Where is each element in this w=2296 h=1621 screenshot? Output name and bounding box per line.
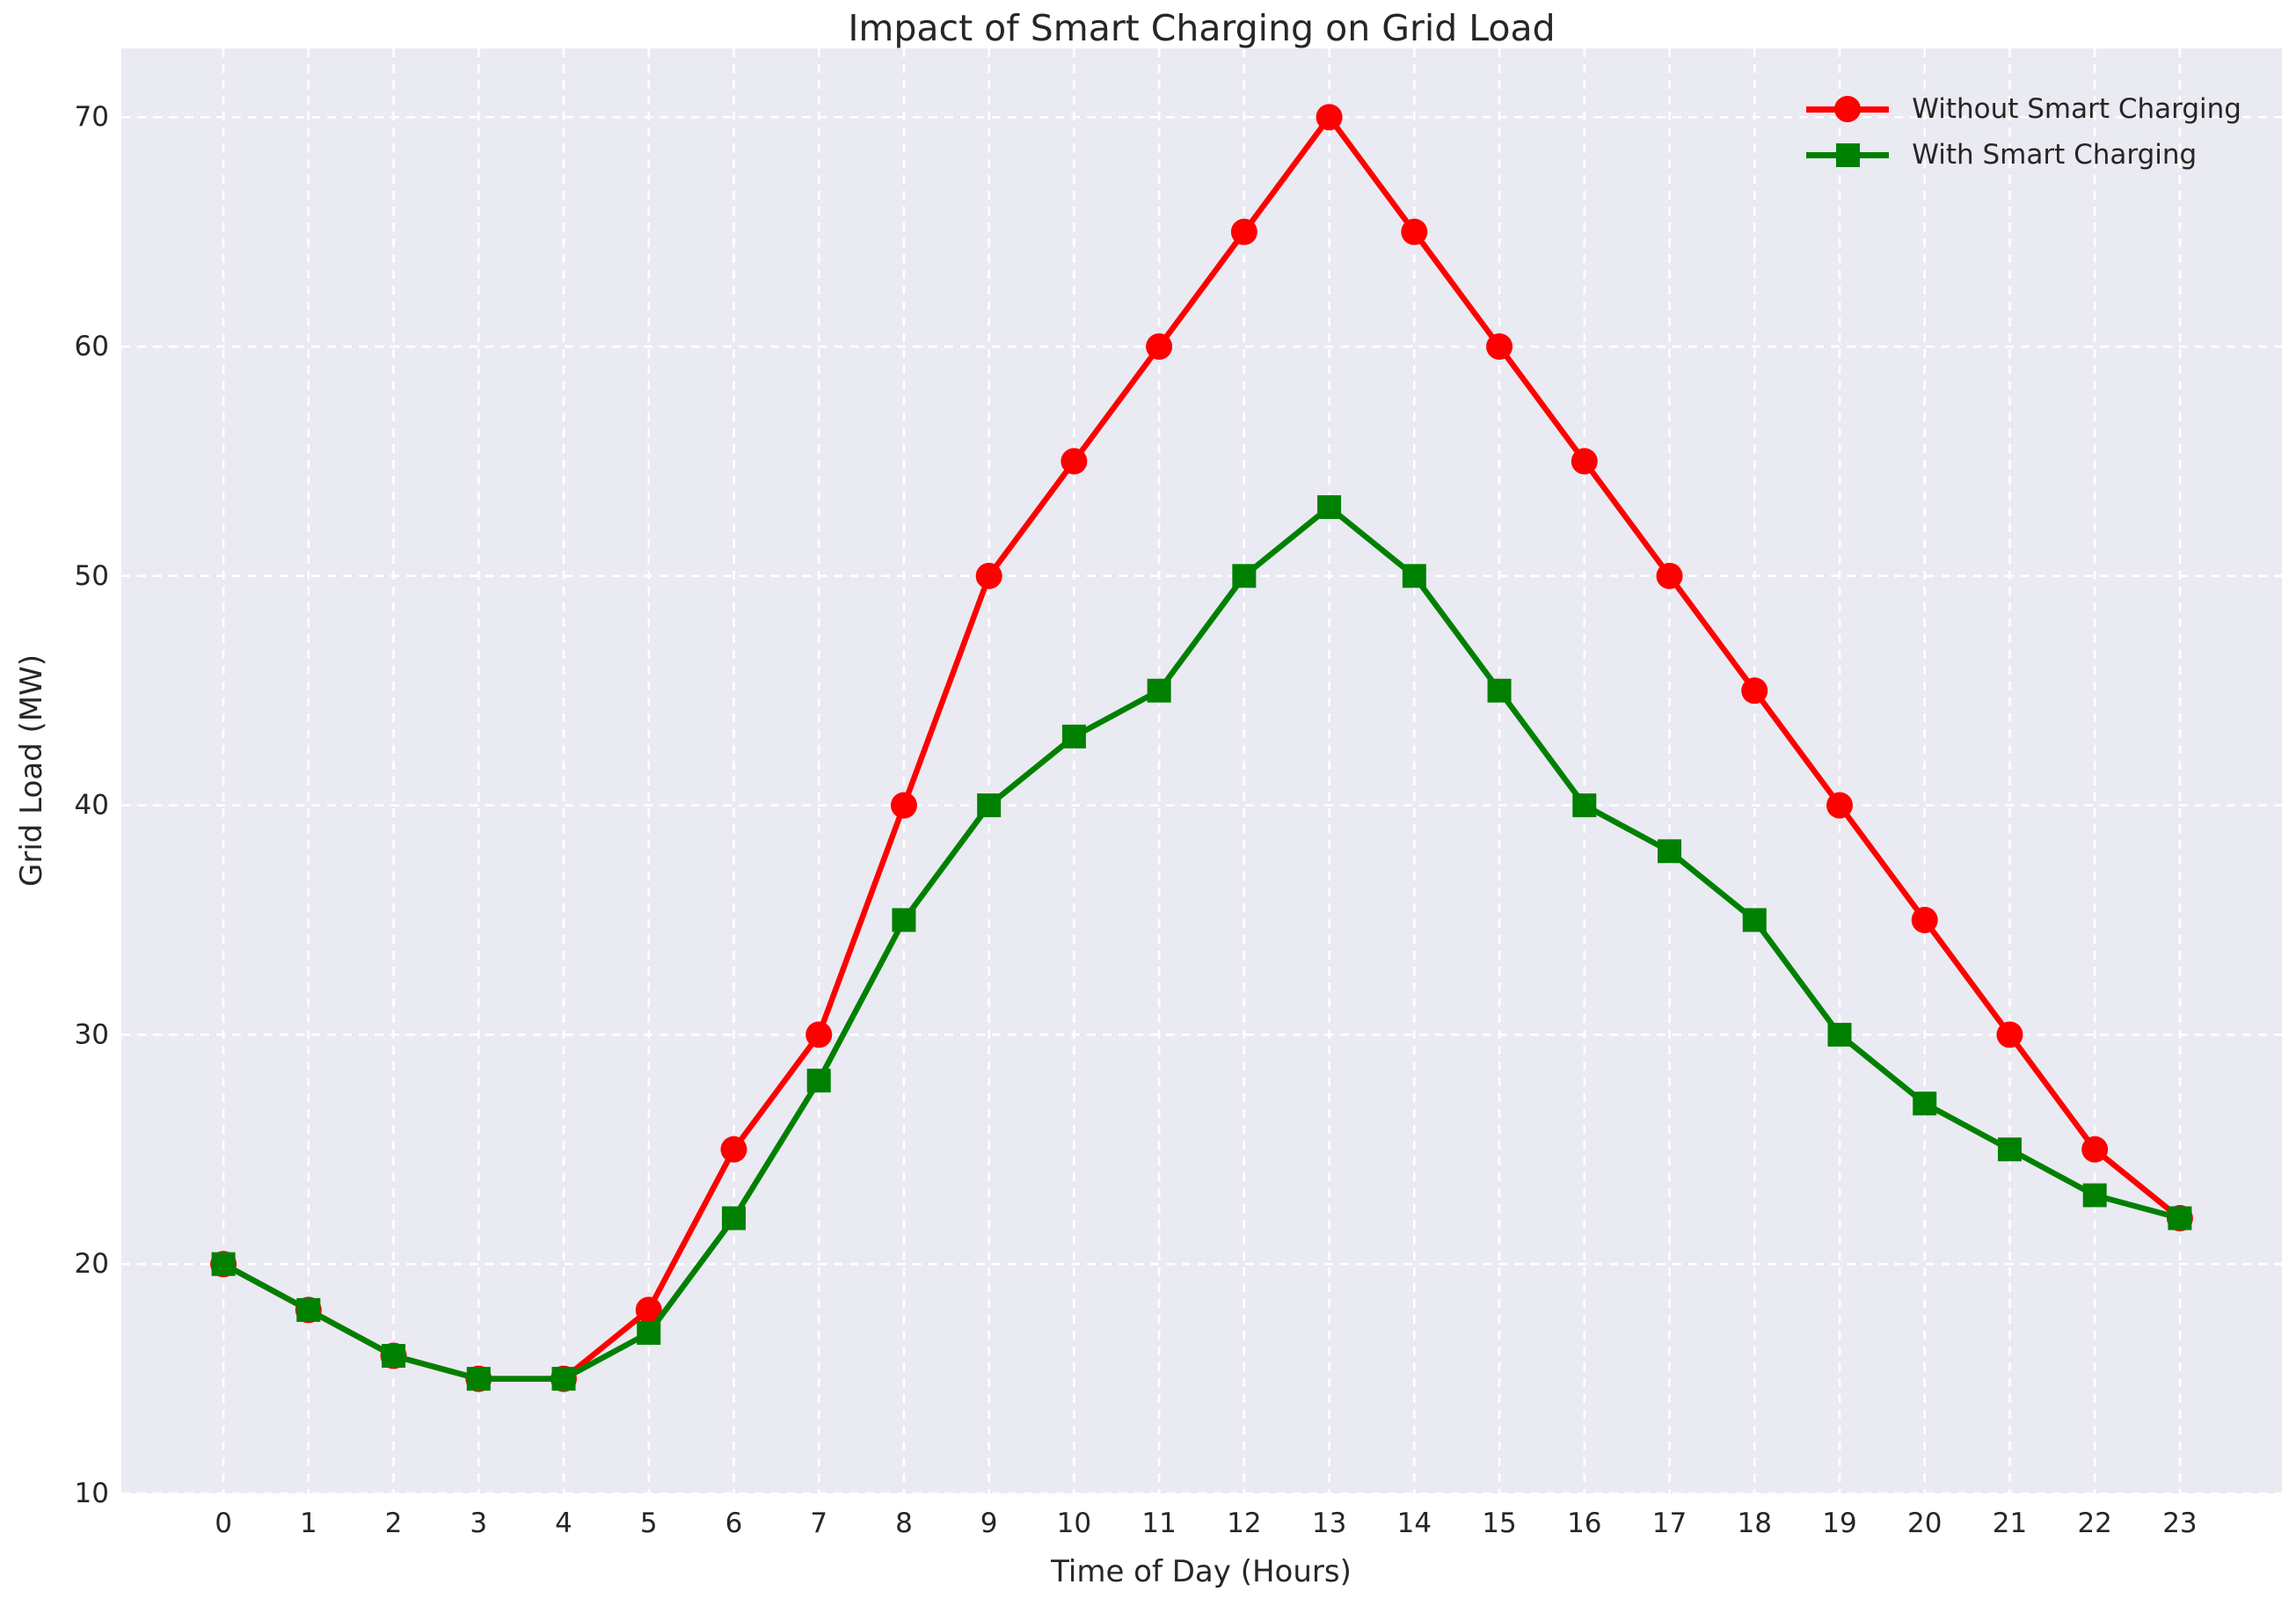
x-tick-label: 6 [725,1508,743,1539]
data-point-square [1742,908,1767,932]
x-tick-label: 0 [215,1508,232,1539]
data-point-square [382,1344,406,1369]
x-tick-label: 13 [1312,1508,1346,1539]
data-point-square [1997,1137,2022,1162]
x-tick-label: 8 [895,1508,913,1539]
data-point-square [296,1297,321,1322]
legend-square-marker-icon [1835,142,1860,167]
y-tick-label: 40 [75,790,109,821]
data-point-circle [805,1021,833,1048]
data-point-circle [1146,333,1173,361]
legend-label: Without Smart Charging [1912,93,2241,125]
x-tick-label: 14 [1397,1508,1432,1539]
data-point-circle [2081,1135,2109,1163]
y-axis-label: Grid Load (MW) [14,654,49,887]
x-tick-label: 11 [1141,1508,1176,1539]
data-point-square [1658,839,1682,864]
data-point-square [977,793,1002,818]
y-tick-label: 70 [75,101,109,133]
data-point-circle [635,1296,662,1324]
x-tick-label: 17 [1652,1508,1687,1539]
x-tick-label: 23 [2162,1508,2197,1539]
legend-item-with-smart-charging: With Smart Charging [1806,139,2241,171]
data-point-circle [1401,218,1428,245]
x-tick-label: 22 [2077,1508,2111,1539]
data-point-circle [1656,562,1683,589]
legend-circle-marker-icon [1834,96,1862,122]
data-point-circle [1741,677,1768,705]
data-point-circle [1230,218,1257,245]
data-point-square [1487,678,1512,703]
data-point-circle [1061,448,1088,475]
x-tick-label: 20 [1907,1508,1942,1539]
x-tick-label: 21 [1993,1508,2027,1539]
data-point-square [466,1367,491,1391]
data-point-square [1061,724,1086,748]
data-point-square [1147,678,1171,703]
x-tick-label: 12 [1227,1508,1261,1539]
y-tick-label: 30 [75,1019,109,1050]
data-point-circle [1571,448,1598,475]
data-point-square [1827,1022,1852,1047]
legend-item-without-smart-charging: Without Smart Charging [1806,93,2241,125]
data-point-circle [890,792,917,819]
data-point-circle [975,562,1002,589]
data-point-circle [1996,1021,2023,1048]
legend: Without Smart Charging With Smart Chargi… [1806,93,2241,171]
x-tick-label: 4 [555,1508,572,1539]
x-tick-label: 2 [385,1508,403,1539]
data-point-square [892,908,916,932]
data-point-square [806,1069,831,1093]
data-point-circle [1486,333,1513,361]
data-point-square [637,1320,661,1345]
legend-label: With Smart Charging [1912,139,2198,171]
data-point-square [2082,1183,2107,1208]
x-axis-label: Time of Day (Hours) [1051,1554,1352,1589]
data-point-square [2168,1206,2192,1230]
legend-green-line-square-swatch [1806,142,1890,168]
data-point-square [1572,793,1597,818]
x-tick-label: 7 [810,1508,827,1539]
data-point-square [721,1206,746,1230]
data-point-square [1317,495,1342,520]
y-tick-label: 50 [75,560,109,592]
data-point-circle [1826,792,1853,819]
x-tick-label: 10 [1057,1508,1091,1539]
data-point-circle [1911,907,1938,934]
x-tick-label: 18 [1738,1508,1772,1539]
x-tick-label: 19 [1822,1508,1856,1539]
x-tick-label: 5 [640,1508,658,1539]
data-point-square [1913,1092,1937,1116]
data-point-square [1402,564,1426,588]
chart-title: Impact of Smart Charging on Grid Load [848,7,1556,49]
data-point-circle [1316,104,1343,131]
x-tick-label: 1 [300,1508,317,1539]
plot-background [121,48,2282,1493]
data-point-square [1232,564,1257,588]
x-tick-label: 9 [980,1508,998,1539]
data-point-square [551,1367,576,1391]
y-tick-label: 10 [75,1478,109,1509]
x-tick-label: 16 [1567,1508,1601,1539]
y-tick-label: 60 [75,331,109,362]
data-point-square [211,1252,236,1276]
x-tick-label: 15 [1482,1508,1516,1539]
data-point-circle [720,1135,747,1163]
y-tick-label: 20 [75,1248,109,1280]
legend-red-line-circle-swatch [1806,96,1890,122]
series-line-with-smart-charging [220,504,2183,1382]
x-tick-label: 3 [470,1508,487,1539]
